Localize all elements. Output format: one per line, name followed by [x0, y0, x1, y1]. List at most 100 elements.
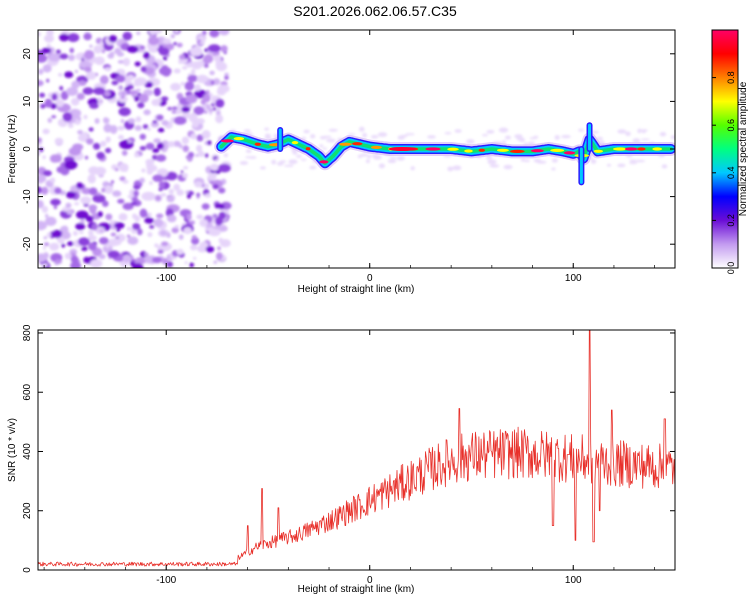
noise-blob: [114, 168, 119, 172]
faint-blob: [554, 135, 560, 140]
noise-blob: [121, 150, 128, 156]
track-hotspot: [550, 148, 565, 152]
track-hotspot: [496, 148, 509, 152]
faint-blob: [599, 140, 605, 143]
faint-blob: [283, 164, 294, 167]
noise-blob: [141, 168, 146, 173]
noise-blob: [122, 254, 132, 263]
noise-blob: [94, 166, 107, 176]
noise-blob: [84, 155, 89, 160]
noise-blob: [112, 190, 122, 197]
snr-y-tick-label: 0: [22, 567, 33, 573]
noise-blob: [160, 96, 169, 102]
noise-blob: [98, 254, 106, 260]
faint-blob: [396, 156, 405, 161]
noise-blob: [134, 95, 140, 102]
noise-blob: [45, 216, 57, 226]
noise-blob: [74, 69, 79, 74]
noise-blob: [133, 190, 139, 197]
faint-blob: [248, 156, 257, 159]
noise-blob: [153, 218, 164, 227]
noise-blob: [135, 88, 141, 92]
noise-blob: [140, 66, 147, 73]
noise-blob: [173, 42, 177, 46]
noise-blob: [148, 36, 160, 46]
noise-blob: [42, 155, 46, 160]
noise-blob: [102, 200, 109, 207]
noise-blob: [38, 220, 47, 231]
noise-blob: [55, 49, 61, 55]
noise-blob: [152, 120, 158, 124]
faint-blob: [387, 159, 397, 164]
faint-blob: [303, 129, 310, 134]
noise-blob: [70, 255, 79, 264]
colorbar-gradient: [711, 29, 739, 269]
noise-blob: [81, 187, 92, 195]
noise-blob: [191, 71, 196, 75]
noise-blob: [85, 215, 94, 222]
noise-blob: [215, 158, 219, 162]
noise-blob: [216, 108, 221, 112]
noise-blob: [189, 262, 194, 268]
noise-blob: [104, 67, 112, 72]
noise-blob: [167, 106, 173, 111]
noise-blob: [87, 235, 97, 241]
noise-blob: [213, 260, 218, 264]
noise-blob: [76, 182, 83, 189]
noise-blob: [210, 80, 215, 85]
noise-blob: [54, 259, 62, 265]
noise-blob: [101, 49, 106, 54]
noise-blob: [139, 146, 147, 151]
spectrogram-y-label: Frequency (Hz): [7, 115, 18, 184]
noise-blob: [218, 203, 225, 210]
faint-blob: [377, 132, 388, 137]
faint-blob: [347, 133, 356, 136]
noise-blob: [183, 227, 192, 235]
colorbar-tick-label: 0.4: [726, 167, 736, 180]
spec-x-tick-label: -100: [156, 273, 176, 284]
noise-blob: [119, 176, 126, 181]
noise-blob: [162, 69, 171, 77]
noise-blob: [97, 97, 102, 102]
noise-blob: [122, 179, 129, 184]
colorbar-label: Normalized spectral amplitude: [738, 81, 749, 216]
noise-blob: [103, 90, 111, 97]
noise-blob: [66, 209, 73, 215]
noise-blob: [73, 230, 78, 236]
noise-blob: [152, 174, 164, 182]
noise-blob: [219, 30, 230, 36]
noise-blob: [127, 118, 136, 124]
faint-blob: [637, 128, 642, 134]
noise-blob: [107, 238, 119, 247]
noise-blob: [97, 211, 103, 218]
noise-blob: [208, 107, 214, 113]
spec-y-tick-label: 20: [22, 48, 33, 60]
faint-blob: [321, 135, 332, 139]
spec-y-tick-label: -10: [22, 189, 33, 204]
faint-blob: [326, 138, 336, 143]
noise-blob: [215, 98, 225, 108]
noise-blob: [144, 217, 154, 224]
noise-blob: [135, 116, 142, 123]
noise-blob: [145, 158, 155, 165]
faint-blob: [498, 127, 509, 133]
noise-blob: [209, 70, 215, 76]
noise-blob: [218, 187, 226, 194]
noise-blob: [45, 214, 49, 218]
noise-blob: [143, 51, 150, 60]
noise-blob: [109, 51, 115, 56]
noise-blob: [180, 81, 185, 86]
noise-blob: [202, 93, 211, 103]
noise-blob: [196, 192, 201, 197]
faint-blob: [466, 139, 475, 145]
noise-blob: [99, 140, 107, 147]
noise-blob: [171, 110, 177, 114]
noise-blob: [194, 84, 201, 92]
noise-blob: [201, 203, 210, 210]
noise-blob: [78, 80, 87, 86]
faint-blob: [617, 129, 627, 134]
noise-blob: [74, 202, 79, 206]
noise-blob: [103, 123, 113, 133]
faint-blob: [533, 135, 539, 139]
noise-blob: [61, 231, 71, 240]
